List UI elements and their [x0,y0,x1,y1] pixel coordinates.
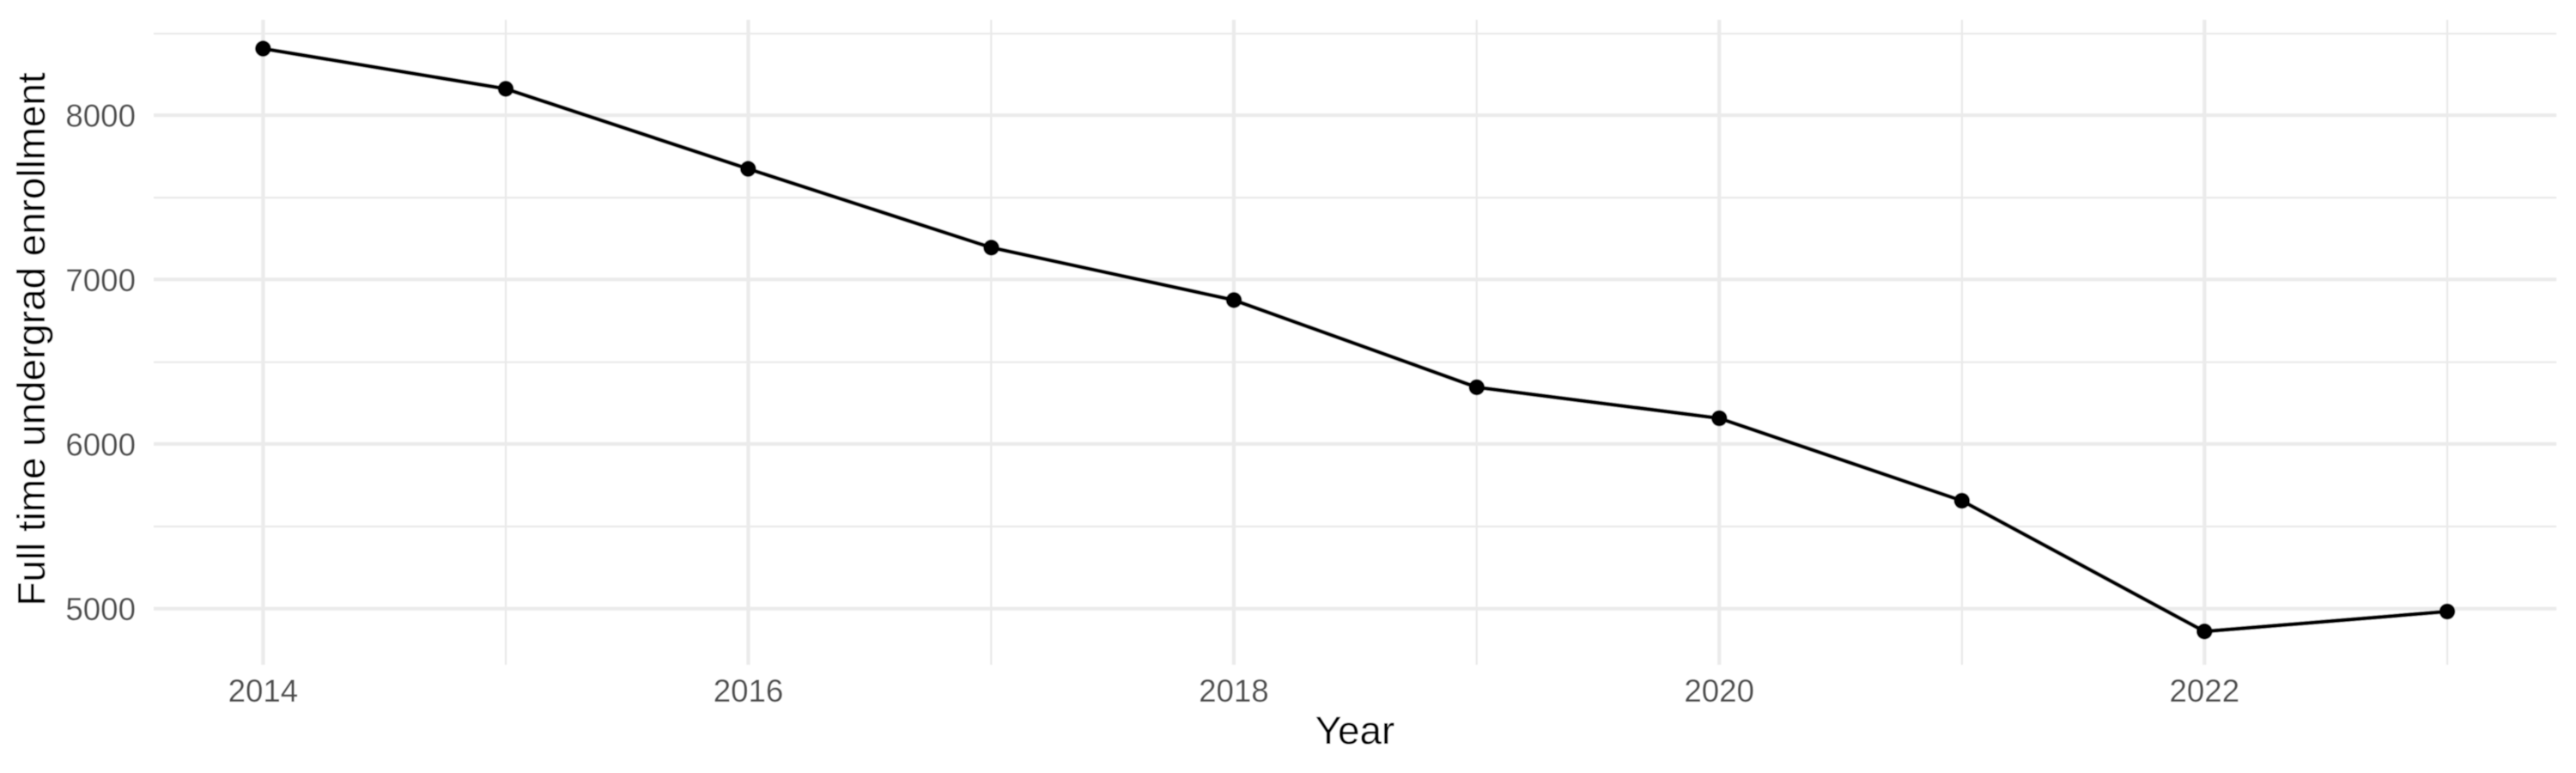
svg-text:Year: Year [1315,709,1395,752]
svg-text:2016: 2016 [714,673,784,709]
svg-text:Full time undergrad enrollment: Full time undergrad enrollment [9,72,53,606]
svg-text:8000: 8000 [65,99,136,134]
svg-text:7000: 7000 [65,263,136,298]
svg-text:2018: 2018 [1199,673,1269,709]
svg-text:2014: 2014 [228,673,299,709]
svg-text:2022: 2022 [2169,673,2239,709]
svg-text:6000: 6000 [65,427,136,462]
svg-text:2020: 2020 [1684,673,1754,709]
svg-text:5000: 5000 [65,592,136,627]
